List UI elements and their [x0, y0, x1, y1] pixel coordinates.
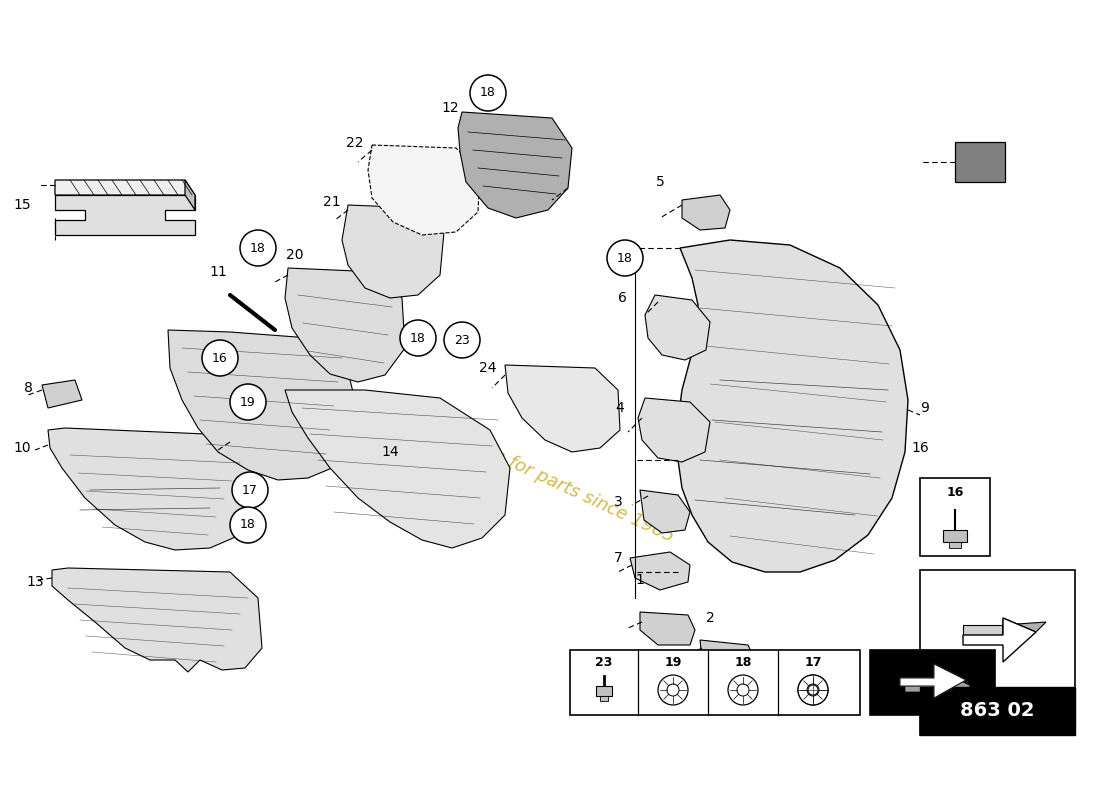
Text: 10: 10	[13, 441, 31, 455]
Text: 5: 5	[656, 175, 664, 189]
Polygon shape	[55, 180, 195, 195]
Circle shape	[667, 684, 679, 696]
Text: 17: 17	[804, 655, 822, 669]
Circle shape	[232, 472, 268, 508]
Bar	[600, 696, 608, 701]
Polygon shape	[52, 568, 262, 672]
Circle shape	[807, 684, 820, 696]
Circle shape	[240, 230, 276, 266]
Bar	[949, 542, 961, 548]
Bar	[943, 530, 967, 542]
Polygon shape	[900, 664, 966, 698]
Circle shape	[728, 675, 758, 705]
Polygon shape	[55, 195, 195, 235]
Text: 13: 13	[26, 575, 44, 589]
Text: 18: 18	[240, 518, 256, 531]
Circle shape	[230, 507, 266, 543]
Bar	[870, 650, 996, 715]
Polygon shape	[678, 240, 908, 572]
Polygon shape	[185, 180, 195, 210]
Circle shape	[202, 340, 238, 376]
Text: 16: 16	[212, 351, 228, 365]
Polygon shape	[962, 625, 1003, 635]
Text: 18: 18	[617, 251, 632, 265]
Text: 22: 22	[346, 136, 364, 150]
Bar	[570, 650, 860, 715]
Text: 7: 7	[614, 551, 623, 565]
Polygon shape	[285, 390, 510, 548]
Polygon shape	[900, 664, 966, 698]
Text: 18: 18	[410, 331, 426, 345]
Polygon shape	[700, 640, 755, 675]
Circle shape	[444, 322, 480, 358]
Text: 4: 4	[616, 401, 625, 415]
Circle shape	[607, 240, 644, 276]
Circle shape	[808, 685, 818, 695]
Text: 23: 23	[454, 334, 470, 346]
Bar	[920, 570, 1075, 735]
Circle shape	[400, 320, 436, 356]
Text: 8: 8	[23, 381, 32, 395]
Polygon shape	[645, 295, 710, 360]
Circle shape	[798, 675, 828, 705]
Text: 18: 18	[735, 655, 751, 669]
Polygon shape	[955, 142, 1005, 182]
Polygon shape	[638, 398, 710, 462]
Polygon shape	[905, 670, 971, 704]
Bar	[596, 686, 612, 696]
Circle shape	[798, 675, 828, 705]
Text: 14: 14	[382, 445, 399, 459]
Circle shape	[470, 75, 506, 111]
Circle shape	[658, 675, 688, 705]
Text: 11: 11	[209, 265, 227, 279]
Text: 2: 2	[705, 611, 714, 625]
Text: 19: 19	[664, 655, 682, 669]
Text: 9: 9	[921, 401, 929, 415]
Text: 16: 16	[911, 441, 928, 455]
Circle shape	[737, 684, 749, 696]
Text: 17: 17	[242, 483, 257, 497]
Polygon shape	[962, 618, 1036, 662]
Polygon shape	[682, 195, 730, 230]
Text: 18: 18	[480, 86, 496, 99]
Polygon shape	[168, 330, 355, 480]
Text: 19: 19	[240, 395, 256, 409]
Polygon shape	[630, 552, 690, 590]
Polygon shape	[42, 380, 82, 408]
Polygon shape	[342, 205, 444, 298]
Polygon shape	[640, 490, 690, 533]
Text: 15: 15	[13, 198, 31, 212]
Circle shape	[230, 384, 266, 420]
Text: 16: 16	[946, 486, 964, 498]
Polygon shape	[458, 112, 572, 218]
Text: 12: 12	[441, 101, 459, 115]
Text: 18: 18	[250, 242, 266, 254]
Text: 20: 20	[286, 248, 304, 262]
Text: 863 02: 863 02	[959, 702, 1034, 721]
Bar	[920, 478, 990, 556]
Polygon shape	[640, 612, 695, 645]
Polygon shape	[368, 145, 480, 235]
Polygon shape	[48, 428, 256, 550]
Bar	[920, 687, 1075, 735]
Text: 6: 6	[617, 291, 626, 305]
Text: 23: 23	[595, 655, 613, 669]
Text: 24: 24	[480, 361, 497, 375]
Polygon shape	[285, 268, 405, 382]
Text: a passion for parts since 1985: a passion for parts since 1985	[424, 414, 676, 546]
Text: 3: 3	[614, 495, 623, 509]
Text: 1: 1	[636, 573, 645, 587]
Polygon shape	[505, 365, 620, 452]
Text: 21: 21	[323, 195, 341, 209]
Polygon shape	[1003, 618, 1046, 635]
